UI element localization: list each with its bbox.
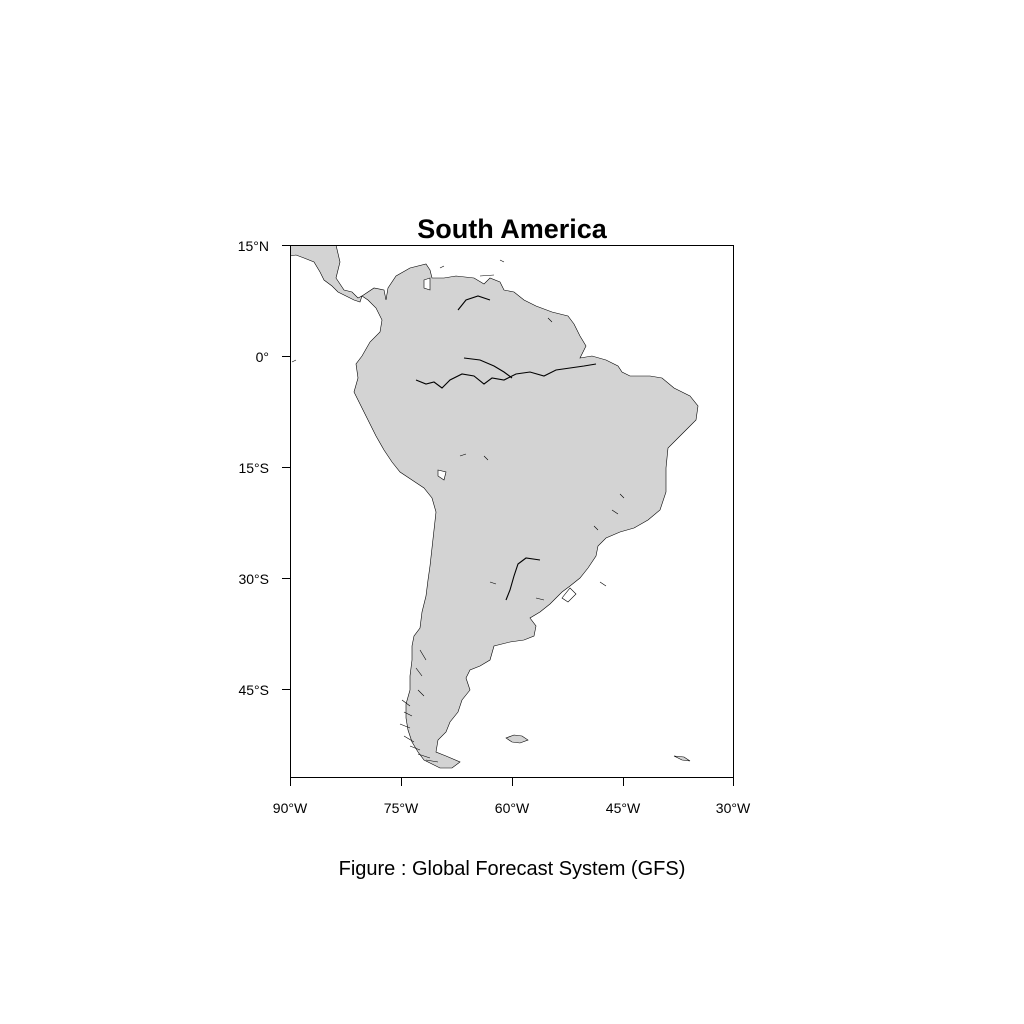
falkland-islands bbox=[505, 734, 529, 744]
y-axis-ticks bbox=[282, 245, 291, 690]
lake-titicaca bbox=[437, 469, 447, 481]
x-tick-label-60w: 60°W bbox=[494, 800, 530, 816]
river-lines bbox=[415, 295, 597, 601]
x-tick-label-75w: 75°W bbox=[383, 800, 419, 816]
x-tick-label-45w: 45°W bbox=[605, 800, 641, 816]
x-tick-label-90w: 90°W bbox=[272, 800, 308, 816]
south-america-landmass bbox=[353, 263, 699, 769]
y-tick-label-15s: 15°S bbox=[238, 460, 269, 476]
central-america-landmass bbox=[290, 245, 363, 303]
map-title: South America bbox=[417, 214, 607, 244]
land-layer bbox=[290, 245, 699, 769]
figure-caption: Figure : Global Forecast System (GFS) bbox=[338, 858, 686, 880]
x-tick-label-30w: 30°W bbox=[715, 800, 751, 816]
y-tick-label-30s: 30°S bbox=[238, 571, 269, 587]
lake-maracaibo bbox=[423, 277, 431, 291]
lagoa-dos-patos bbox=[561, 587, 577, 603]
y-tick-label-15n: 15°N bbox=[237, 238, 269, 254]
south-georgia-island bbox=[673, 755, 691, 762]
coast-fragments bbox=[291, 259, 625, 763]
y-tick-label-45s: 45°S bbox=[238, 682, 269, 698]
x-axis-ticks bbox=[290, 777, 734, 786]
y-tick-label-0: 0° bbox=[255, 349, 269, 365]
